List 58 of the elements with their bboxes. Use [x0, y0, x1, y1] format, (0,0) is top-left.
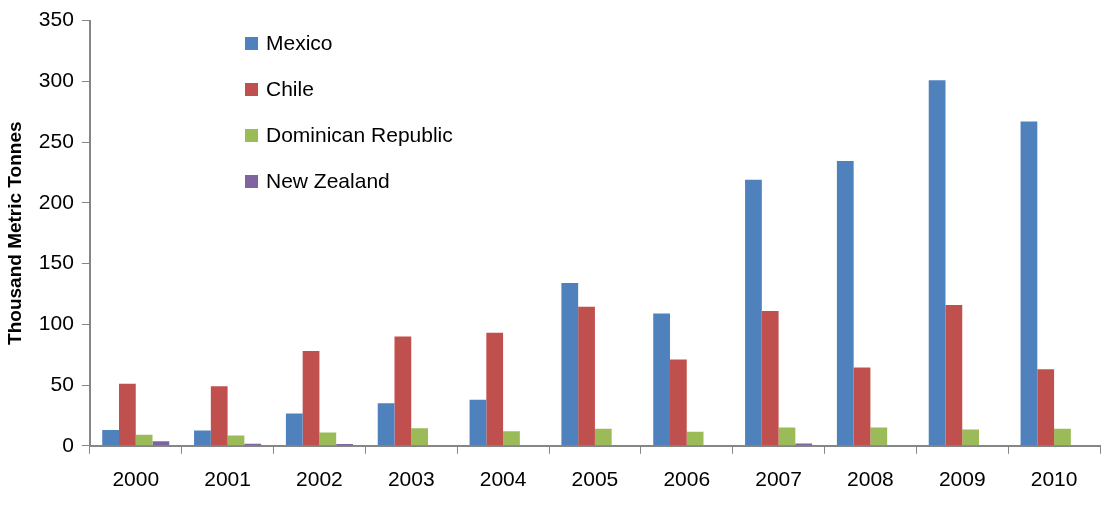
legend-label: New Zealand: [266, 169, 390, 193]
bar: [1037, 369, 1055, 446]
legend-label: Mexico: [266, 31, 333, 55]
x-tick-label: 2009: [938, 467, 986, 491]
legend-label: Dominican Republic: [266, 123, 453, 147]
bar: [377, 403, 395, 446]
bar: [227, 435, 245, 446]
y-tick-label: 150: [38, 250, 74, 274]
x-tick-label: 2003: [387, 467, 435, 491]
y-tick-label: 50: [50, 371, 74, 395]
bar: [1020, 121, 1038, 446]
bar: [778, 427, 796, 446]
y-tick-label: 350: [38, 7, 74, 31]
bar: [152, 441, 170, 446]
bar: [594, 428, 612, 446]
x-tick-label: 2008: [847, 467, 894, 491]
bar: [119, 383, 136, 446]
y-tick-label: 0: [62, 432, 74, 456]
x-tick-label: 2001: [204, 467, 251, 491]
x-tick-label: 2006: [663, 467, 711, 491]
bar: [319, 432, 337, 446]
bar: [945, 304, 963, 446]
x-tick-label: 2010: [1030, 467, 1078, 491]
bar: [102, 430, 119, 446]
bar: [302, 351, 320, 446]
y-tick-label: 300: [38, 68, 74, 92]
y-axis-title: Thousand Metric Tonnes: [3, 121, 25, 345]
bar: [486, 332, 504, 446]
bar: [928, 80, 946, 446]
bar: [210, 386, 228, 446]
x-tick-label: 2002: [296, 467, 343, 491]
bar: [194, 430, 211, 446]
y-tick-label: 250: [38, 128, 74, 152]
legend-label: Chile: [266, 77, 314, 101]
x-tick-label: 2000: [112, 467, 160, 491]
x-tick-label: 2005: [571, 467, 619, 491]
bar: [669, 359, 687, 446]
x-tick-label: 2004: [479, 467, 527, 491]
bar: [745, 179, 762, 446]
bar: [686, 431, 704, 446]
bar: [962, 429, 980, 446]
bar: [870, 427, 888, 446]
bar: [394, 336, 412, 446]
y-tick-label: 100: [38, 311, 74, 335]
bar: [578, 306, 595, 446]
bar: [469, 399, 487, 446]
bar: [285, 413, 303, 446]
bar: [853, 367, 871, 446]
bar: [503, 431, 520, 446]
bar: [561, 283, 579, 446]
x-tick-label: 2007: [755, 467, 802, 491]
bar: [411, 428, 429, 446]
bar: [836, 160, 854, 446]
y-tick-label: 200: [38, 189, 74, 213]
bar: [653, 313, 670, 446]
bar: [761, 310, 779, 446]
bar: [1054, 428, 1071, 446]
bar: [135, 434, 153, 446]
